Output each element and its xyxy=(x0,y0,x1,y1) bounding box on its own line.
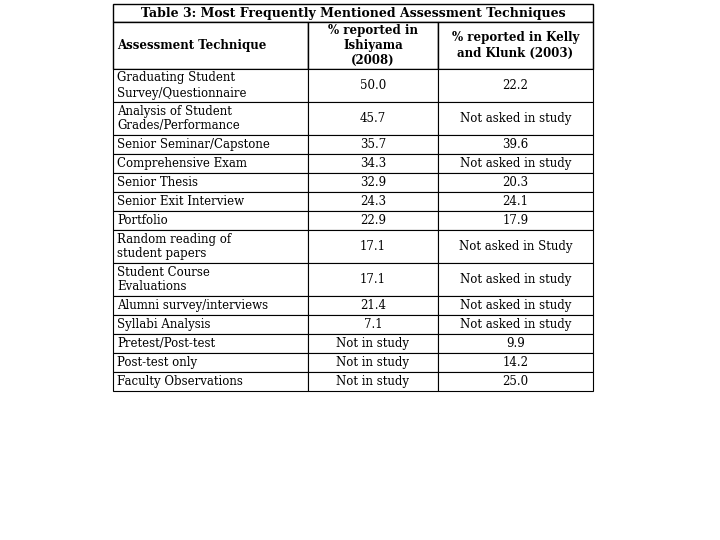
Text: Graduating Student
Survey/Questionnaire: Graduating Student Survey/Questionnaire xyxy=(117,71,246,99)
Bar xyxy=(438,315,593,334)
Text: Senior Seminar/Capstone: Senior Seminar/Capstone xyxy=(117,138,270,151)
Bar xyxy=(438,296,593,315)
Bar xyxy=(308,192,438,211)
Text: Not in study: Not in study xyxy=(336,356,410,369)
Bar xyxy=(113,192,308,211)
Bar xyxy=(113,296,308,315)
Bar xyxy=(113,211,308,230)
Text: 35.7: 35.7 xyxy=(360,138,386,151)
Text: 32.9: 32.9 xyxy=(360,176,386,189)
Text: 17.9: 17.9 xyxy=(503,214,528,227)
Text: Alumni survey/interviews: Alumni survey/interviews xyxy=(117,299,268,312)
Bar xyxy=(308,102,438,135)
Bar xyxy=(308,230,438,263)
Bar xyxy=(113,154,308,173)
Text: 24.1: 24.1 xyxy=(503,195,528,208)
Bar xyxy=(438,372,593,391)
Text: Not asked in Study: Not asked in Study xyxy=(459,240,572,253)
Text: Not asked in study: Not asked in study xyxy=(460,299,571,312)
Text: Analysis of Student
Grades/Performance: Analysis of Student Grades/Performance xyxy=(117,105,240,132)
Bar xyxy=(308,263,438,296)
Text: 14.2: 14.2 xyxy=(503,356,528,369)
Text: 24.3: 24.3 xyxy=(360,195,386,208)
Text: Syllabi Analysis: Syllabi Analysis xyxy=(117,318,210,331)
Bar xyxy=(113,334,308,353)
Bar xyxy=(113,173,308,192)
Bar xyxy=(308,353,438,372)
Text: Not in study: Not in study xyxy=(336,337,410,350)
Bar xyxy=(113,4,593,22)
Text: 25.0: 25.0 xyxy=(503,375,528,388)
Bar xyxy=(438,353,593,372)
Bar xyxy=(438,135,593,154)
Bar xyxy=(438,211,593,230)
Text: 39.6: 39.6 xyxy=(503,138,528,151)
Bar xyxy=(308,334,438,353)
Bar xyxy=(308,22,438,69)
Text: % reported in
Ishiyama
(2008): % reported in Ishiyama (2008) xyxy=(328,24,418,67)
Text: Comprehensive Exam: Comprehensive Exam xyxy=(117,157,247,170)
Text: 20.3: 20.3 xyxy=(503,176,528,189)
Bar xyxy=(438,230,593,263)
Text: Not asked in study: Not asked in study xyxy=(460,157,571,170)
Bar xyxy=(308,135,438,154)
Text: Not asked in study: Not asked in study xyxy=(460,273,571,286)
Bar xyxy=(113,22,308,69)
Text: 22.9: 22.9 xyxy=(360,214,386,227)
Bar xyxy=(438,102,593,135)
Bar xyxy=(308,211,438,230)
Bar xyxy=(438,173,593,192)
Text: Senior Exit Interview: Senior Exit Interview xyxy=(117,195,244,208)
Text: Not asked in study: Not asked in study xyxy=(460,112,571,125)
Bar xyxy=(113,315,308,334)
Text: Table 3: Most Frequently Mentioned Assessment Techniques: Table 3: Most Frequently Mentioned Asses… xyxy=(140,6,565,19)
Text: Portfolio: Portfolio xyxy=(117,214,168,227)
Bar xyxy=(113,230,308,263)
Text: 50.0: 50.0 xyxy=(360,79,386,92)
Bar xyxy=(113,69,308,102)
Text: 7.1: 7.1 xyxy=(364,318,382,331)
Bar xyxy=(113,353,308,372)
Text: 21.4: 21.4 xyxy=(360,299,386,312)
Text: Student Course
Evaluations: Student Course Evaluations xyxy=(117,266,210,294)
Text: 17.1: 17.1 xyxy=(360,273,386,286)
Text: % reported in Kelly
and Klunk (2003): % reported in Kelly and Klunk (2003) xyxy=(452,31,579,59)
Text: Pretest/Post-test: Pretest/Post-test xyxy=(117,337,215,350)
Bar xyxy=(308,372,438,391)
Text: 45.7: 45.7 xyxy=(360,112,386,125)
Text: Not asked in study: Not asked in study xyxy=(460,318,571,331)
Bar xyxy=(438,334,593,353)
Bar xyxy=(113,135,308,154)
Text: 34.3: 34.3 xyxy=(360,157,386,170)
Text: Assessment Technique: Assessment Technique xyxy=(117,39,266,52)
Bar xyxy=(308,296,438,315)
Text: 17.1: 17.1 xyxy=(360,240,386,253)
Bar xyxy=(308,154,438,173)
Bar xyxy=(308,173,438,192)
Bar xyxy=(308,315,438,334)
Bar xyxy=(438,69,593,102)
Bar xyxy=(113,263,308,296)
Bar xyxy=(308,69,438,102)
Text: Post-test only: Post-test only xyxy=(117,356,197,369)
Bar xyxy=(438,263,593,296)
Text: Random reading of
student papers: Random reading of student papers xyxy=(117,233,231,260)
Bar xyxy=(438,22,593,69)
Bar xyxy=(113,372,308,391)
Bar xyxy=(438,154,593,173)
Text: Faculty Observations: Faculty Observations xyxy=(117,375,243,388)
Text: 22.2: 22.2 xyxy=(503,79,528,92)
Text: 9.9: 9.9 xyxy=(506,337,525,350)
Text: Not in study: Not in study xyxy=(336,375,410,388)
Bar xyxy=(438,192,593,211)
Text: Senior Thesis: Senior Thesis xyxy=(117,176,198,189)
Bar xyxy=(113,102,308,135)
